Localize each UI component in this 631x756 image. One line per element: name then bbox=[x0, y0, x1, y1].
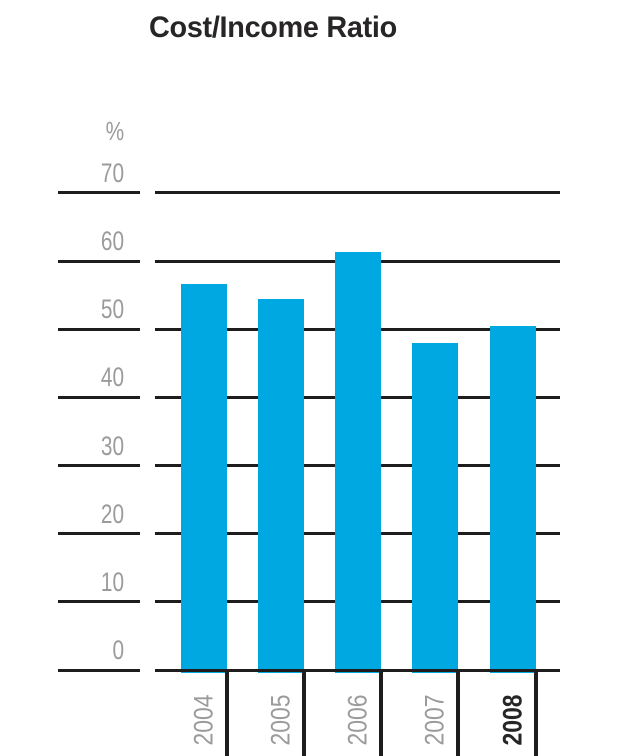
gridline-left-segment-10 bbox=[58, 600, 140, 604]
x-axis-column-separator-2004 bbox=[224, 670, 229, 756]
y-tick-label-40: 40 bbox=[100, 362, 124, 393]
bar-2008 bbox=[489, 325, 536, 673]
y-tick-label-30: 30 bbox=[100, 430, 124, 461]
gridline-0 bbox=[155, 668, 560, 672]
gridline-left-segment-20 bbox=[58, 532, 140, 536]
x-category-label-2007: 2007 bbox=[419, 694, 450, 746]
gridline-left-segment-50 bbox=[58, 327, 140, 331]
y-tick-label-70: 70 bbox=[100, 158, 124, 188]
y-tick-label-60: 60 bbox=[100, 226, 124, 257]
gridline-70 bbox=[155, 191, 560, 195]
bar-2006 bbox=[335, 252, 381, 673]
gridline-left-segment-40 bbox=[58, 395, 140, 399]
x-category-label-2004: 2004 bbox=[188, 694, 218, 746]
chart-title: Cost/Income Ratio bbox=[149, 11, 397, 44]
y-axis-unit-label: % bbox=[105, 116, 125, 146]
gridline-left-segment-30 bbox=[58, 464, 140, 468]
gridline-left-segment-70 bbox=[58, 191, 140, 195]
bar-2005 bbox=[257, 298, 304, 673]
x-category-label-2005: 2005 bbox=[265, 694, 296, 746]
x-category-label-2008: 2008 bbox=[497, 694, 527, 746]
x-axis-column-separator-2005 bbox=[301, 670, 306, 756]
bar-2004 bbox=[180, 283, 227, 673]
x-axis-column-separator-2007 bbox=[456, 670, 461, 756]
y-tick-label-0: 0 bbox=[112, 635, 124, 665]
x-axis-column-separator-2006 bbox=[379, 670, 383, 756]
x-category-label-2006: 2006 bbox=[342, 694, 373, 746]
gridline-left-segment-0 bbox=[58, 668, 140, 672]
y-tick-label-20: 20 bbox=[100, 498, 124, 529]
x-axis-column-separator-2008 bbox=[533, 670, 538, 756]
gridline-left-segment-60 bbox=[58, 259, 140, 263]
bar-2007 bbox=[412, 342, 459, 673]
y-tick-label-10: 10 bbox=[100, 566, 124, 597]
y-tick-label-50: 50 bbox=[100, 294, 124, 325]
